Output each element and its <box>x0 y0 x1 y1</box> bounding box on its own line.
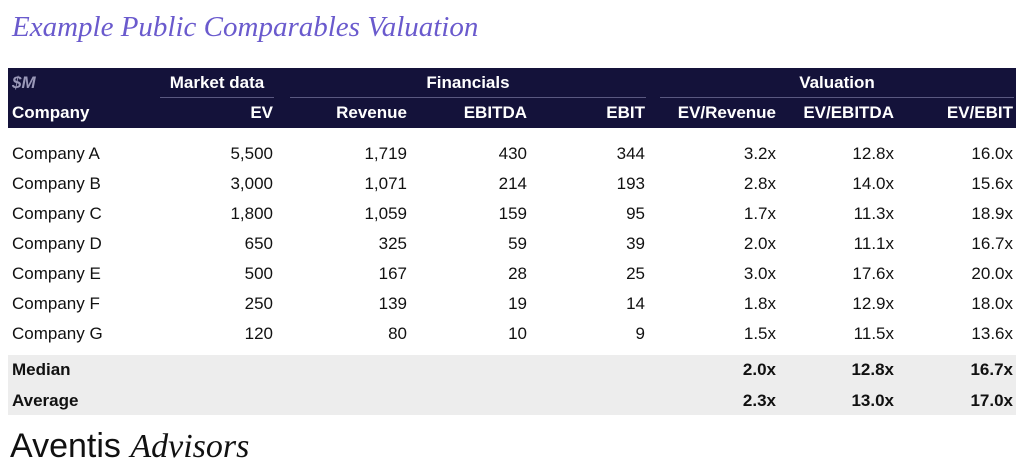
header-band <box>8 68 1016 128</box>
cell: 11.5x <box>853 324 894 343</box>
column-header: EBIT <box>606 103 645 122</box>
cell: 1,071 <box>364 174 407 193</box>
cell: Company E <box>12 264 101 283</box>
cell: Company C <box>12 204 102 223</box>
cell: 13.6x <box>971 324 1013 343</box>
brand: Aventis <box>10 427 121 465</box>
cell: Company F <box>12 294 100 313</box>
cell: 500 <box>244 264 273 283</box>
cell: 14.0x <box>852 174 894 193</box>
cell: 10 <box>508 324 527 343</box>
cell: 16.7x <box>971 234 1013 253</box>
cell: Company B <box>12 174 101 193</box>
summary-cell: 16.7x <box>970 360 1013 379</box>
cell: 3,000 <box>230 174 273 193</box>
cell: 17.6x <box>852 264 894 283</box>
cell: 95 <box>626 204 645 223</box>
cell: 159 <box>498 204 527 223</box>
summary-cell: 17.0x <box>970 391 1013 410</box>
cell: 11.3x <box>853 204 894 223</box>
summary-cell: 2.3x <box>742 391 776 410</box>
cell: 3.0x <box>743 264 776 283</box>
column-header: Company <box>12 103 90 122</box>
summary-band <box>8 355 1016 415</box>
cell: 25 <box>626 264 645 283</box>
column-header: EV/EBIT <box>946 103 1013 122</box>
cell: 1.7x <box>743 204 776 223</box>
cell: 12.8x <box>852 144 894 163</box>
cell: 2.8x <box>743 174 776 193</box>
cell: 1,719 <box>364 144 407 163</box>
summary-cell: Average <box>12 391 79 410</box>
column-header: EV <box>250 103 273 122</box>
group-header: Market data <box>169 73 265 92</box>
cell: Company D <box>12 234 102 253</box>
cell: 9 <box>635 324 645 343</box>
cell: 139 <box>378 294 407 313</box>
cell: 650 <box>244 234 273 253</box>
cell: 15.6x <box>971 174 1013 193</box>
cell: 1,059 <box>364 204 407 223</box>
cell: 18.0x <box>971 294 1013 313</box>
brand-italic: Advisors <box>130 428 250 465</box>
cell: Company A <box>12 144 100 163</box>
cell: 167 <box>378 264 407 283</box>
cell: 193 <box>616 174 645 193</box>
group-rule <box>160 97 274 98</box>
cell: 2.0x <box>743 234 776 253</box>
group-rule <box>660 97 1014 98</box>
cell: 18.9x <box>971 204 1013 223</box>
summary-cell: 2.0x <box>742 360 776 379</box>
group-header: Financials <box>426 73 510 92</box>
cell: 11.1x <box>853 234 894 253</box>
column-header: EBITDA <box>463 103 527 122</box>
brand-logo: Aventis Advisors <box>10 427 249 466</box>
group-rule <box>290 97 646 98</box>
column-header: EV/EBITDA <box>803 103 894 122</box>
cell: 59 <box>508 234 527 253</box>
cell: 325 <box>378 234 407 253</box>
unit-label: $M <box>12 73 36 92</box>
cell: 344 <box>616 144 645 163</box>
cell: Company G <box>12 324 103 343</box>
cell: 20.0x <box>971 264 1013 283</box>
cell: 80 <box>388 324 407 343</box>
cell: 3.2x <box>743 144 776 163</box>
cell: 1.5x <box>743 324 776 343</box>
cell: 120 <box>244 324 273 343</box>
summary-cell: 12.8x <box>851 360 894 379</box>
group-header: Valuation <box>799 73 875 92</box>
column-header: Revenue <box>336 103 407 122</box>
cell: 214 <box>498 174 527 193</box>
cell: 39 <box>626 234 645 253</box>
cell: 16.0x <box>971 144 1013 163</box>
summary-cell: 13.0x <box>851 391 894 410</box>
cell: 28 <box>508 264 527 283</box>
cell: 14 <box>626 294 645 313</box>
cell: 5,500 <box>230 144 273 163</box>
cell: 12.9x <box>852 294 894 313</box>
cell: 1.8x <box>743 294 776 313</box>
cell: 430 <box>498 144 527 163</box>
column-header: EV/Revenue <box>677 103 776 122</box>
cell: 1,800 <box>230 204 273 223</box>
title: Example Public Comparables Valuation <box>12 11 479 43</box>
summary-cell: Median <box>12 360 71 379</box>
cell: 19 <box>508 294 527 313</box>
cell: 250 <box>244 294 273 313</box>
